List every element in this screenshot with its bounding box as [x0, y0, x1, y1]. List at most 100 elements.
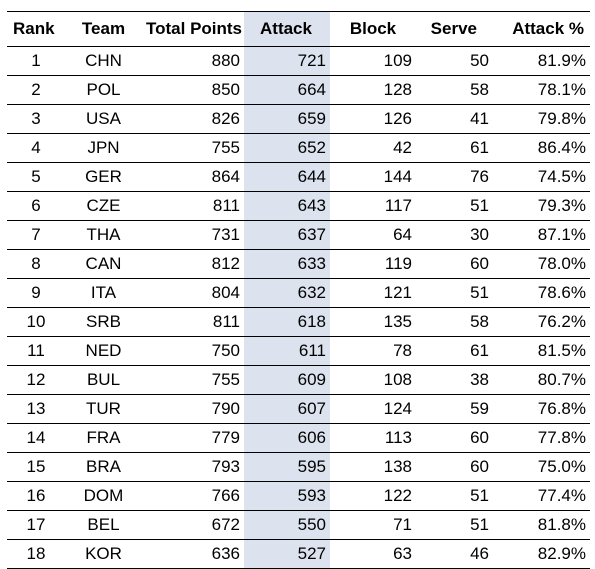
- cell-total-points: 804: [142, 278, 244, 308]
- cell-block: 128: [330, 75, 416, 105]
- cell-rank: 11: [7, 336, 65, 366]
- cell-attack: 637: [244, 220, 330, 250]
- table-row: 8 CAN 812 633 119 60 78.0%: [7, 249, 590, 279]
- cell-attack: 632: [244, 278, 330, 308]
- cell-block: 109: [330, 46, 416, 76]
- cell-block: 119: [330, 249, 416, 279]
- cell-attack-percent: 81.8%: [493, 510, 590, 540]
- table-row: 15 BRA 793 595 138 60 75.0%: [7, 452, 590, 482]
- cell-attack-percent: 77.4%: [493, 481, 590, 511]
- table-row: 2 POL 850 664 128 58 78.1%: [7, 75, 590, 105]
- cell-team: CZE: [65, 191, 142, 221]
- table-row: 10 SRB 811 618 135 58 76.2%: [7, 307, 590, 337]
- cell-attack-percent: 87.1%: [493, 220, 590, 250]
- cell-team: CAN: [65, 249, 142, 279]
- cell-block: 71: [330, 510, 416, 540]
- cell-attack: 606: [244, 423, 330, 453]
- table-row: 12 BUL 755 609 108 38 80.7%: [7, 365, 590, 395]
- cell-total-points: 826: [142, 104, 244, 134]
- cell-block: 138: [330, 452, 416, 482]
- cell-total-points: 880: [142, 46, 244, 76]
- cell-attack-percent: 86.4%: [493, 133, 590, 163]
- cell-attack: 607: [244, 394, 330, 424]
- team-stats-table: Rank Team Total Points Attack Block Serv…: [7, 11, 590, 569]
- cell-total-points: 672: [142, 510, 244, 540]
- cell-attack-percent: 79.8%: [493, 104, 590, 134]
- cell-serve: 76: [416, 162, 493, 192]
- cell-rank: 18: [7, 539, 65, 569]
- cell-rank: 9: [7, 278, 65, 308]
- cell-block: 63: [330, 539, 416, 569]
- cell-rank: 4: [7, 133, 65, 163]
- cell-rank: 3: [7, 104, 65, 134]
- cell-block: 144: [330, 162, 416, 192]
- cell-block: 126: [330, 104, 416, 134]
- cell-total-points: 790: [142, 394, 244, 424]
- cell-team: SRB: [65, 307, 142, 337]
- cell-team: FRA: [65, 423, 142, 453]
- cell-attack-percent: 76.2%: [493, 307, 590, 337]
- column-header-attack: Attack: [244, 11, 330, 47]
- cell-rank: 15: [7, 452, 65, 482]
- cell-rank: 8: [7, 249, 65, 279]
- cell-rank: 5: [7, 162, 65, 192]
- cell-attack: 644: [244, 162, 330, 192]
- cell-attack: 652: [244, 133, 330, 163]
- cell-attack: 611: [244, 336, 330, 366]
- cell-total-points: 766: [142, 481, 244, 511]
- cell-serve: 60: [416, 423, 493, 453]
- table-row: 3 USA 826 659 126 41 79.8%: [7, 104, 590, 134]
- cell-team: BEL: [65, 510, 142, 540]
- cell-total-points: 750: [142, 336, 244, 366]
- table-row: 18 KOR 636 527 63 46 82.9%: [7, 539, 590, 569]
- cell-rank: 1: [7, 46, 65, 76]
- cell-block: 135: [330, 307, 416, 337]
- cell-serve: 58: [416, 75, 493, 105]
- cell-block: 121: [330, 278, 416, 308]
- cell-team: BUL: [65, 365, 142, 395]
- table-row: 16 DOM 766 593 122 51 77.4%: [7, 481, 590, 511]
- cell-serve: 51: [416, 191, 493, 221]
- cell-serve: 59: [416, 394, 493, 424]
- cell-attack: 659: [244, 104, 330, 134]
- column-header-rank: Rank: [7, 11, 65, 47]
- cell-block: 42: [330, 133, 416, 163]
- table-row: 11 NED 750 611 78 61 81.5%: [7, 336, 590, 366]
- cell-team: ITA: [65, 278, 142, 308]
- cell-attack: 643: [244, 191, 330, 221]
- cell-serve: 60: [416, 452, 493, 482]
- cell-attack: 527: [244, 539, 330, 569]
- cell-team: NED: [65, 336, 142, 366]
- cell-total-points: 793: [142, 452, 244, 482]
- cell-attack: 550: [244, 510, 330, 540]
- cell-attack-percent: 79.3%: [493, 191, 590, 221]
- cell-block: 113: [330, 423, 416, 453]
- cell-rank: 7: [7, 220, 65, 250]
- table-row: 14 FRA 779 606 113 60 77.8%: [7, 423, 590, 453]
- table-row: 6 CZE 811 643 117 51 79.3%: [7, 191, 590, 221]
- cell-team: USA: [65, 104, 142, 134]
- cell-attack-percent: 81.5%: [493, 336, 590, 366]
- table-row: 13 TUR 790 607 124 59 76.8%: [7, 394, 590, 424]
- cell-attack-percent: 74.5%: [493, 162, 590, 192]
- cell-block: 108: [330, 365, 416, 395]
- cell-total-points: 864: [142, 162, 244, 192]
- cell-rank: 2: [7, 75, 65, 105]
- table-row: 9 ITA 804 632 121 51 78.6%: [7, 278, 590, 308]
- table-row: 7 THA 731 637 64 30 87.1%: [7, 220, 590, 250]
- cell-serve: 61: [416, 133, 493, 163]
- cell-attack: 609: [244, 365, 330, 395]
- cell-team: BRA: [65, 452, 142, 482]
- cell-block: 124: [330, 394, 416, 424]
- cell-team: KOR: [65, 539, 142, 569]
- cell-attack-percent: 78.1%: [493, 75, 590, 105]
- table-row: 17 BEL 672 550 71 51 81.8%: [7, 510, 590, 540]
- cell-serve: 58: [416, 307, 493, 337]
- cell-attack: 664: [244, 75, 330, 105]
- cell-attack-percent: 78.6%: [493, 278, 590, 308]
- cell-attack: 618: [244, 307, 330, 337]
- cell-serve: 51: [416, 278, 493, 308]
- cell-total-points: 811: [142, 191, 244, 221]
- cell-team: JPN: [65, 133, 142, 163]
- cell-rank: 6: [7, 191, 65, 221]
